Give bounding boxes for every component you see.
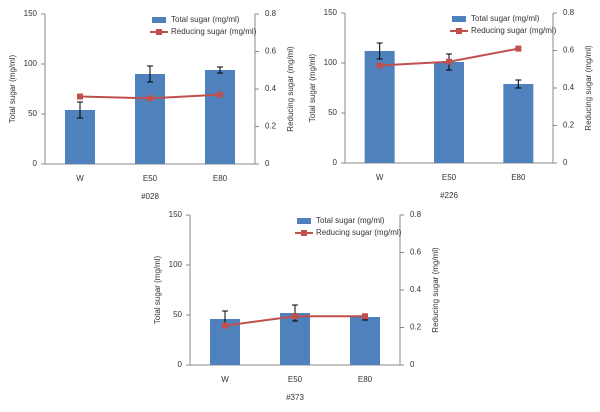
legend-label: Reducing sugar (mg/ml)	[471, 26, 557, 35]
line-marker	[77, 93, 83, 100]
line-marker	[292, 313, 298, 320]
x-tick-label: E80	[213, 174, 228, 183]
bar	[350, 317, 380, 365]
line-marker	[446, 58, 452, 65]
bar	[503, 84, 534, 163]
y-axis-title: Total sugar (mg/ml)	[153, 255, 162, 324]
y-tick-label: 100	[24, 59, 38, 68]
x-axis-title: #226	[440, 191, 458, 200]
x-tick-label: E50	[143, 174, 158, 183]
bar	[434, 62, 464, 163]
line-marker	[376, 62, 383, 69]
x-tick-label: W	[76, 174, 84, 183]
y-axis-title: Total sugar (mg/ml)	[308, 53, 317, 122]
legend-swatch	[152, 17, 166, 23]
line-marker	[217, 91, 223, 98]
x-axis-title: #373	[286, 393, 304, 402]
y2-tick-label: 0	[265, 159, 270, 168]
bar	[280, 313, 310, 365]
bar	[364, 51, 395, 163]
y-tick-label: 0	[333, 158, 338, 167]
y2-tick-label: 0.4	[410, 285, 422, 294]
x-tick-label: E50	[288, 375, 303, 384]
x-tick-label: W	[376, 173, 384, 182]
y2-tick-label: 0.2	[563, 121, 575, 130]
y2-tick-label: 0.4	[563, 83, 575, 92]
y2-tick-label: 0.6	[410, 248, 422, 257]
y-tick-label: 100	[324, 58, 338, 67]
error-bar	[217, 66, 223, 74]
y2-tick-label: 0.8	[410, 210, 422, 219]
legend-marker	[456, 28, 462, 34]
error-bar	[147, 65, 153, 83]
y-tick-label: 50	[328, 108, 337, 117]
legend-label: Total sugar (mg/ml)	[471, 14, 540, 23]
legend-swatch	[452, 16, 466, 22]
x-tick-label: E50	[442, 173, 457, 182]
error-bar	[376, 42, 383, 60]
y-tick-label: 150	[24, 9, 38, 18]
x-tick-label: E80	[511, 173, 526, 182]
y-tick-label: 0	[33, 159, 38, 168]
y-tick-label: 50	[28, 109, 37, 118]
bar	[205, 70, 235, 164]
legend-marker	[156, 29, 162, 35]
y2-tick-label: 0.8	[563, 8, 575, 17]
line-marker	[362, 313, 368, 320]
line-marker	[515, 45, 522, 52]
y2-tick-label: 0	[563, 158, 568, 167]
y-tick-label: 150	[169, 210, 183, 219]
y2-tick-label: 0.2	[410, 323, 422, 332]
line-marker	[147, 95, 153, 102]
error-bar	[515, 79, 522, 89]
legend-swatch	[297, 218, 311, 224]
y-tick-label: 100	[169, 260, 183, 269]
y2-tick-label: 0.2	[265, 122, 277, 131]
y2-axis-title: Reducing sugar (mg/ml)	[431, 247, 440, 333]
y-tick-label: 0	[178, 360, 183, 369]
y-tick-label: 150	[324, 8, 338, 17]
bar	[65, 110, 95, 164]
legend-label: Reducing sugar (mg/ml)	[171, 27, 257, 36]
line-marker	[222, 322, 228, 329]
y2-axis-title: Reducing sugar (mg/ml)	[584, 45, 593, 131]
y2-tick-label: 0.4	[265, 84, 277, 93]
y2-tick-label: 0	[410, 360, 415, 369]
y-axis-title: Total sugar (mg/ml)	[8, 54, 17, 123]
y2-tick-label: 0.8	[265, 9, 277, 18]
legend-marker	[301, 230, 307, 236]
legend-label: Total sugar (mg/ml)	[171, 15, 240, 24]
x-tick-label: E80	[358, 375, 373, 384]
y-tick-label: 50	[173, 310, 182, 319]
x-tick-label: W	[221, 375, 229, 384]
x-axis-title: #028	[141, 192, 159, 201]
error-bar	[77, 101, 83, 119]
y2-tick-label: 0.6	[265, 47, 277, 56]
y2-axis-title: Reducing sugar (mg/ml)	[286, 46, 295, 132]
y2-tick-label: 0.6	[563, 46, 575, 55]
bar	[135, 74, 165, 164]
legend-label: Reducing sugar (mg/ml)	[316, 228, 402, 237]
legend-label: Total sugar (mg/ml)	[316, 216, 385, 225]
